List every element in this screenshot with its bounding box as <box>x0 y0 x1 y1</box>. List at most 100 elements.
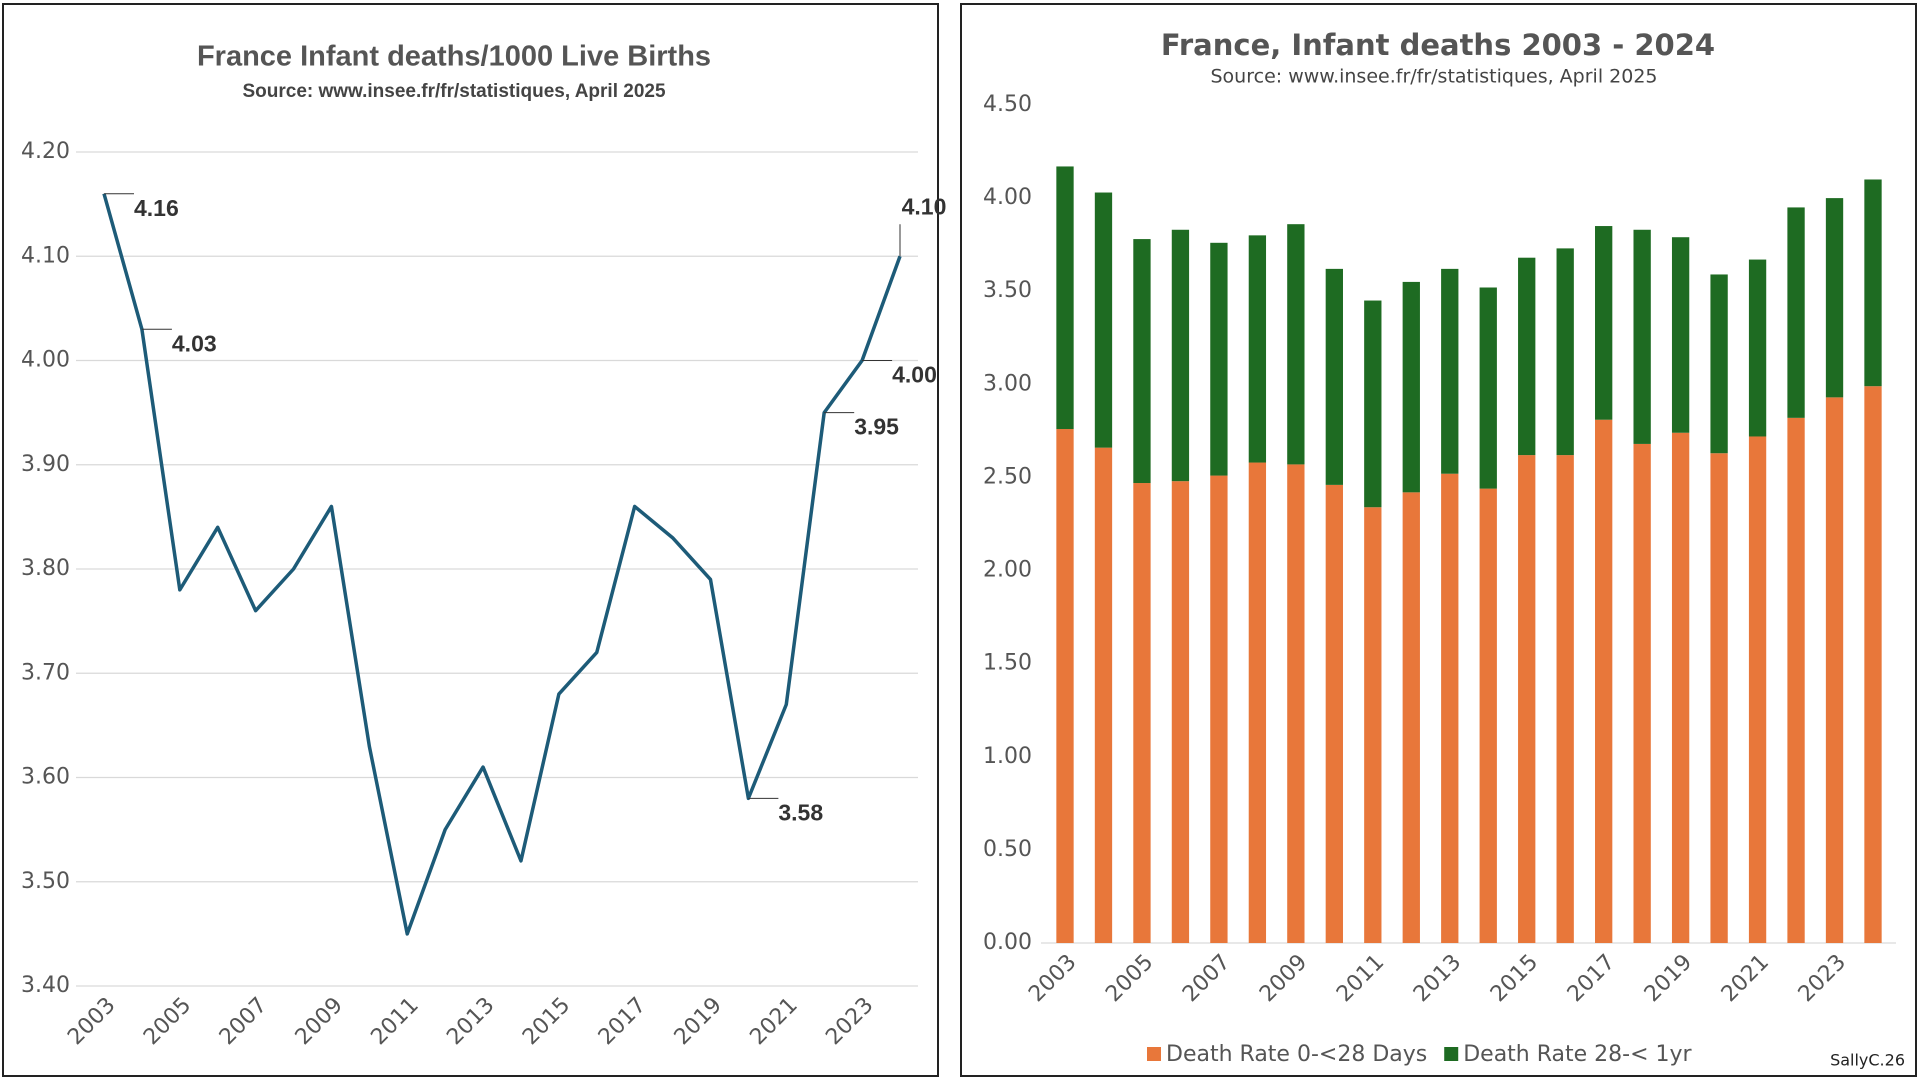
y-tick-label: 3.50 <box>21 869 70 894</box>
bar-segment <box>1787 417 1805 943</box>
y-tick-label: 3.60 <box>21 765 70 790</box>
bar-segment <box>1287 464 1305 943</box>
y-tick-label: 2.00 <box>983 558 1032 583</box>
x-tick-label: 2015 <box>518 993 575 1050</box>
bar-segment <box>1325 484 1343 943</box>
y-tick-label: 4.50 <box>983 92 1032 117</box>
data-label: 4.16 <box>134 195 179 221</box>
annotation: SallyC.26 <box>1830 1051 1905 1070</box>
x-tick-label: 2007 <box>215 993 272 1050</box>
bar-segment <box>1787 207 1805 418</box>
bar-segment <box>1518 455 1536 943</box>
bar-segment <box>1325 268 1343 485</box>
y-tick-label: 4.00 <box>983 185 1032 210</box>
x-tick-label: 2023 <box>821 993 878 1050</box>
bar-segment <box>1402 281 1420 493</box>
line <box>102 193 902 936</box>
data-label: 4.00 <box>892 362 937 388</box>
bar-segment <box>1710 274 1728 454</box>
y-tick-label: 1.50 <box>983 651 1032 676</box>
bar-segment <box>1748 436 1767 943</box>
bar-segment <box>1710 453 1728 943</box>
bar-segment <box>1479 287 1497 489</box>
bar-segment <box>1441 473 1459 943</box>
bar-segment <box>1364 300 1382 508</box>
bar-segment <box>1518 257 1536 456</box>
x-tick-label: 2019 <box>670 993 727 1050</box>
chart-title: France Infant deaths/1000 Live Births <box>197 41 711 73</box>
bar-segment <box>1402 492 1420 943</box>
x-tick-label: 2003 <box>63 993 120 1050</box>
bar-segment <box>1633 229 1651 444</box>
legend-label: Death Rate 0-<28 Days <box>1166 1042 1427 1067</box>
bar-segment <box>1864 179 1882 387</box>
bar-segment <box>1248 462 1267 943</box>
bar-segment <box>1825 198 1844 398</box>
bar-segment <box>1248 235 1267 463</box>
bar-segment <box>1171 481 1190 943</box>
y-tick-label: 4.10 <box>21 243 70 268</box>
bar-segment <box>1056 429 1074 943</box>
chart-subtitle: Source: www.insee.fr/fr/statistiques, Ap… <box>242 81 665 102</box>
right-frame <box>960 3 1917 1077</box>
x-tick-label: 2009 <box>1255 950 1312 1007</box>
x-tick-label: 2011 <box>366 993 423 1050</box>
bar-segment <box>1864 386 1882 943</box>
y-tick-label: 3.90 <box>21 452 70 477</box>
bar-segment <box>1094 447 1113 943</box>
x-tick-label: 2011 <box>1332 950 1389 1007</box>
y-tick-label: 4.00 <box>21 348 70 373</box>
y-tick-label: 0.00 <box>983 930 1032 955</box>
bar-segment <box>1595 419 1613 943</box>
y-tick-label: 4.20 <box>21 139 70 164</box>
bar-segment <box>1556 248 1574 456</box>
bar-segment <box>1748 259 1767 437</box>
legend-label: Death Rate 28-< 1yr <box>1463 1042 1692 1067</box>
y-tick-label: 3.40 <box>21 973 70 998</box>
bar-segment <box>1595 226 1613 420</box>
bar-segment <box>1671 432 1690 943</box>
y-tick-label: 2.50 <box>983 464 1032 489</box>
x-tick-label: 2007 <box>1178 950 1235 1007</box>
chart-title: France, Infant deaths 2003 - 2024 <box>1161 28 1715 62</box>
bar-segment <box>1094 192 1113 448</box>
bar-segment <box>1287 224 1305 465</box>
bar-segment <box>1133 483 1151 943</box>
y-tick-label: 0.50 <box>983 837 1032 862</box>
data-label: 4.10 <box>902 193 947 219</box>
x-tick-label: 2017 <box>1563 950 1620 1007</box>
bar-segment <box>1133 239 1151 484</box>
y-tick-label: 3.70 <box>21 660 70 685</box>
legend-swatch <box>1147 1047 1161 1061</box>
x-tick-label: 2009 <box>291 993 348 1050</box>
bar-segment <box>1671 237 1690 433</box>
y-tick-label: 3.50 <box>983 278 1032 303</box>
x-tick-label: 2013 <box>1409 950 1466 1007</box>
bar-segment <box>1825 397 1844 943</box>
left-frame <box>2 3 939 1077</box>
legend-swatch <box>1444 1047 1459 1061</box>
bar-segment <box>1479 488 1497 943</box>
bar-segment <box>1556 455 1574 943</box>
data-label: 3.58 <box>778 799 823 825</box>
x-tick-label: 2003 <box>1024 950 1081 1007</box>
bar-segment <box>1056 166 1074 430</box>
bar-segment <box>1171 229 1190 482</box>
bar-segment <box>1633 443 1651 943</box>
data-label: 3.95 <box>854 414 899 440</box>
x-tick-label: 2021 <box>1717 950 1774 1007</box>
bar-segment <box>1441 268 1459 474</box>
data-label: 4.03 <box>172 330 217 356</box>
x-tick-label: 2019 <box>1640 950 1697 1007</box>
y-tick-label: 3.80 <box>21 556 70 581</box>
x-tick-label: 2005 <box>1101 950 1158 1007</box>
x-tick-label: 2023 <box>1794 950 1851 1007</box>
x-tick-label: 2021 <box>745 993 802 1050</box>
y-tick-label: 1.00 <box>983 744 1032 769</box>
bar-segment <box>1210 242 1228 476</box>
y-tick-label: 3.00 <box>983 371 1032 396</box>
bar-segment <box>1364 507 1382 943</box>
x-tick-label: 2013 <box>442 993 499 1050</box>
chart-subtitle: Source: www.insee.fr/fr/statistiques, Ap… <box>1211 66 1658 88</box>
